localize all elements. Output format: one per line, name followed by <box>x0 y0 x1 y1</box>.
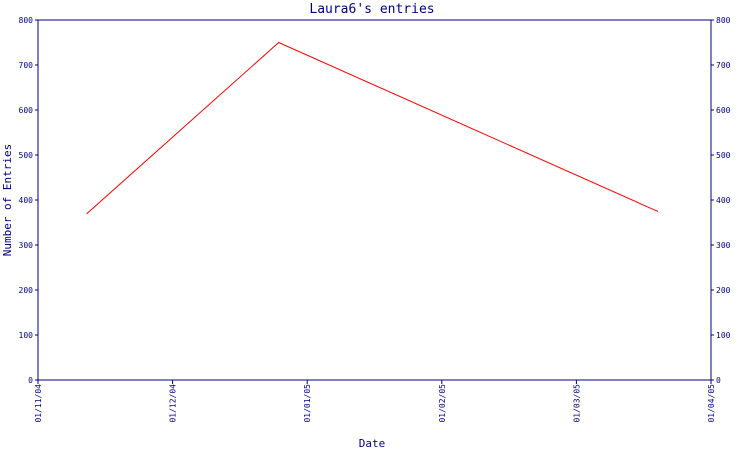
x-tick-label: 01/04/05 <box>707 384 716 423</box>
y-tick-label-right: 800 <box>716 16 731 25</box>
data-point <box>656 210 659 212</box>
ticks: 0 0 100 100 200 200 300 300 400 400 500 500 600 600 70… <box>19 16 731 423</box>
y-tick-label-right: 700 <box>716 61 731 70</box>
x-tick-label: 01/02/05 <box>438 384 447 423</box>
y-tick-label-left: 500 <box>19 151 34 160</box>
axes <box>37 19 712 381</box>
y-tick-label-left: 400 <box>19 196 34 205</box>
y-tick-label-left: 600 <box>19 106 34 115</box>
y-tick-label-right: 100 <box>716 331 731 340</box>
x-tick-label: 01/03/05 <box>572 384 581 423</box>
y-tick-label-left: 700 <box>19 61 34 70</box>
y-tick-label-left: 800 <box>19 16 34 25</box>
series-line <box>86 41 658 214</box>
y-tick-label-right: 200 <box>716 286 731 295</box>
y-tick-label-right: 600 <box>716 106 731 115</box>
series <box>86 41 659 215</box>
y-tick-label-left: 200 <box>19 286 34 295</box>
data-point <box>86 212 88 215</box>
x-tick-label: 01/01/05 <box>303 384 312 423</box>
data-point <box>278 41 280 44</box>
y-tick-label-right: 500 <box>716 151 731 160</box>
x-tick-label: 01/12/04 <box>169 384 178 423</box>
y-tick-label-right: 400 <box>716 196 731 205</box>
x-tick-label: 01/11/04 <box>34 384 43 423</box>
y-tick-label-right: 300 <box>716 241 731 250</box>
y-tick-label-left: 300 <box>19 241 34 250</box>
y-tick-label-left: 0 <box>28 376 33 385</box>
x-axis-label: Date <box>359 437 386 450</box>
chart-title: Laura6's entries <box>309 2 434 17</box>
y-tick-label-left: 100 <box>19 331 34 340</box>
y-tick-label-right: 0 <box>716 376 721 385</box>
y-axis-label: Number of Entries <box>1 144 14 257</box>
